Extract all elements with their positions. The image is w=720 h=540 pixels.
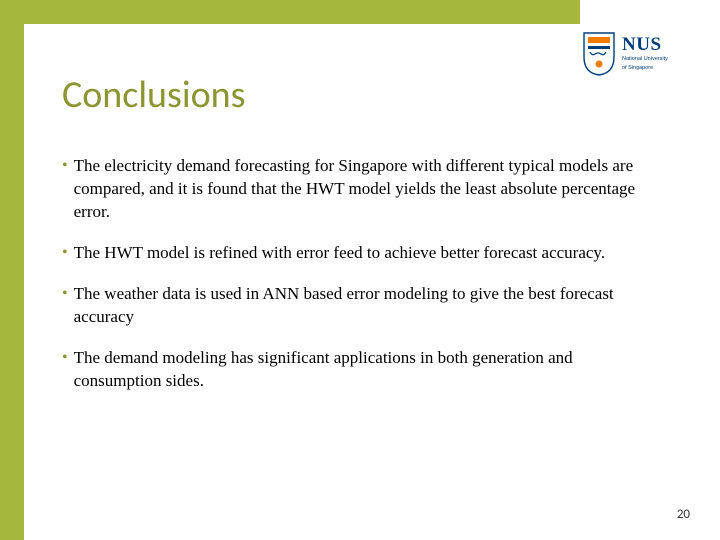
nus-logo: NUS National University of Singapore xyxy=(580,28,690,78)
nus-subtitle-2: of Singapore xyxy=(622,65,668,71)
bullet-icon: • xyxy=(62,283,68,305)
nus-acronym: NUS xyxy=(622,35,668,54)
bullet-icon: • xyxy=(62,347,68,369)
left-accent-bar xyxy=(0,0,24,540)
bullet-text: The demand modeling has significant appl… xyxy=(74,347,662,393)
bullet-icon: • xyxy=(62,155,68,177)
bullet-item: • The weather data is used in ANN based … xyxy=(62,283,662,329)
bullet-item: • The HWT model is refined with error fe… xyxy=(62,242,662,265)
bullet-text: The electricity demand forecasting for S… xyxy=(74,155,662,224)
bullet-item: • The electricity demand forecasting for… xyxy=(62,155,662,224)
bullet-item: • The demand modeling has significant ap… xyxy=(62,347,662,393)
bullet-icon: • xyxy=(62,242,68,264)
bullet-text: The weather data is used in ANN based er… xyxy=(74,283,662,329)
top-accent-bar xyxy=(0,0,720,24)
bullet-text: The HWT model is refined with error feed… xyxy=(74,242,605,265)
nus-subtitle-1: National University xyxy=(622,56,668,62)
slide-title: Conclusions xyxy=(62,72,245,118)
nus-logo-text: NUS National University of Singapore xyxy=(622,35,668,70)
slide-body: • The electricity demand forecasting for… xyxy=(62,155,662,411)
page-number: 20 xyxy=(677,507,690,522)
nus-crest-icon xyxy=(580,30,618,76)
